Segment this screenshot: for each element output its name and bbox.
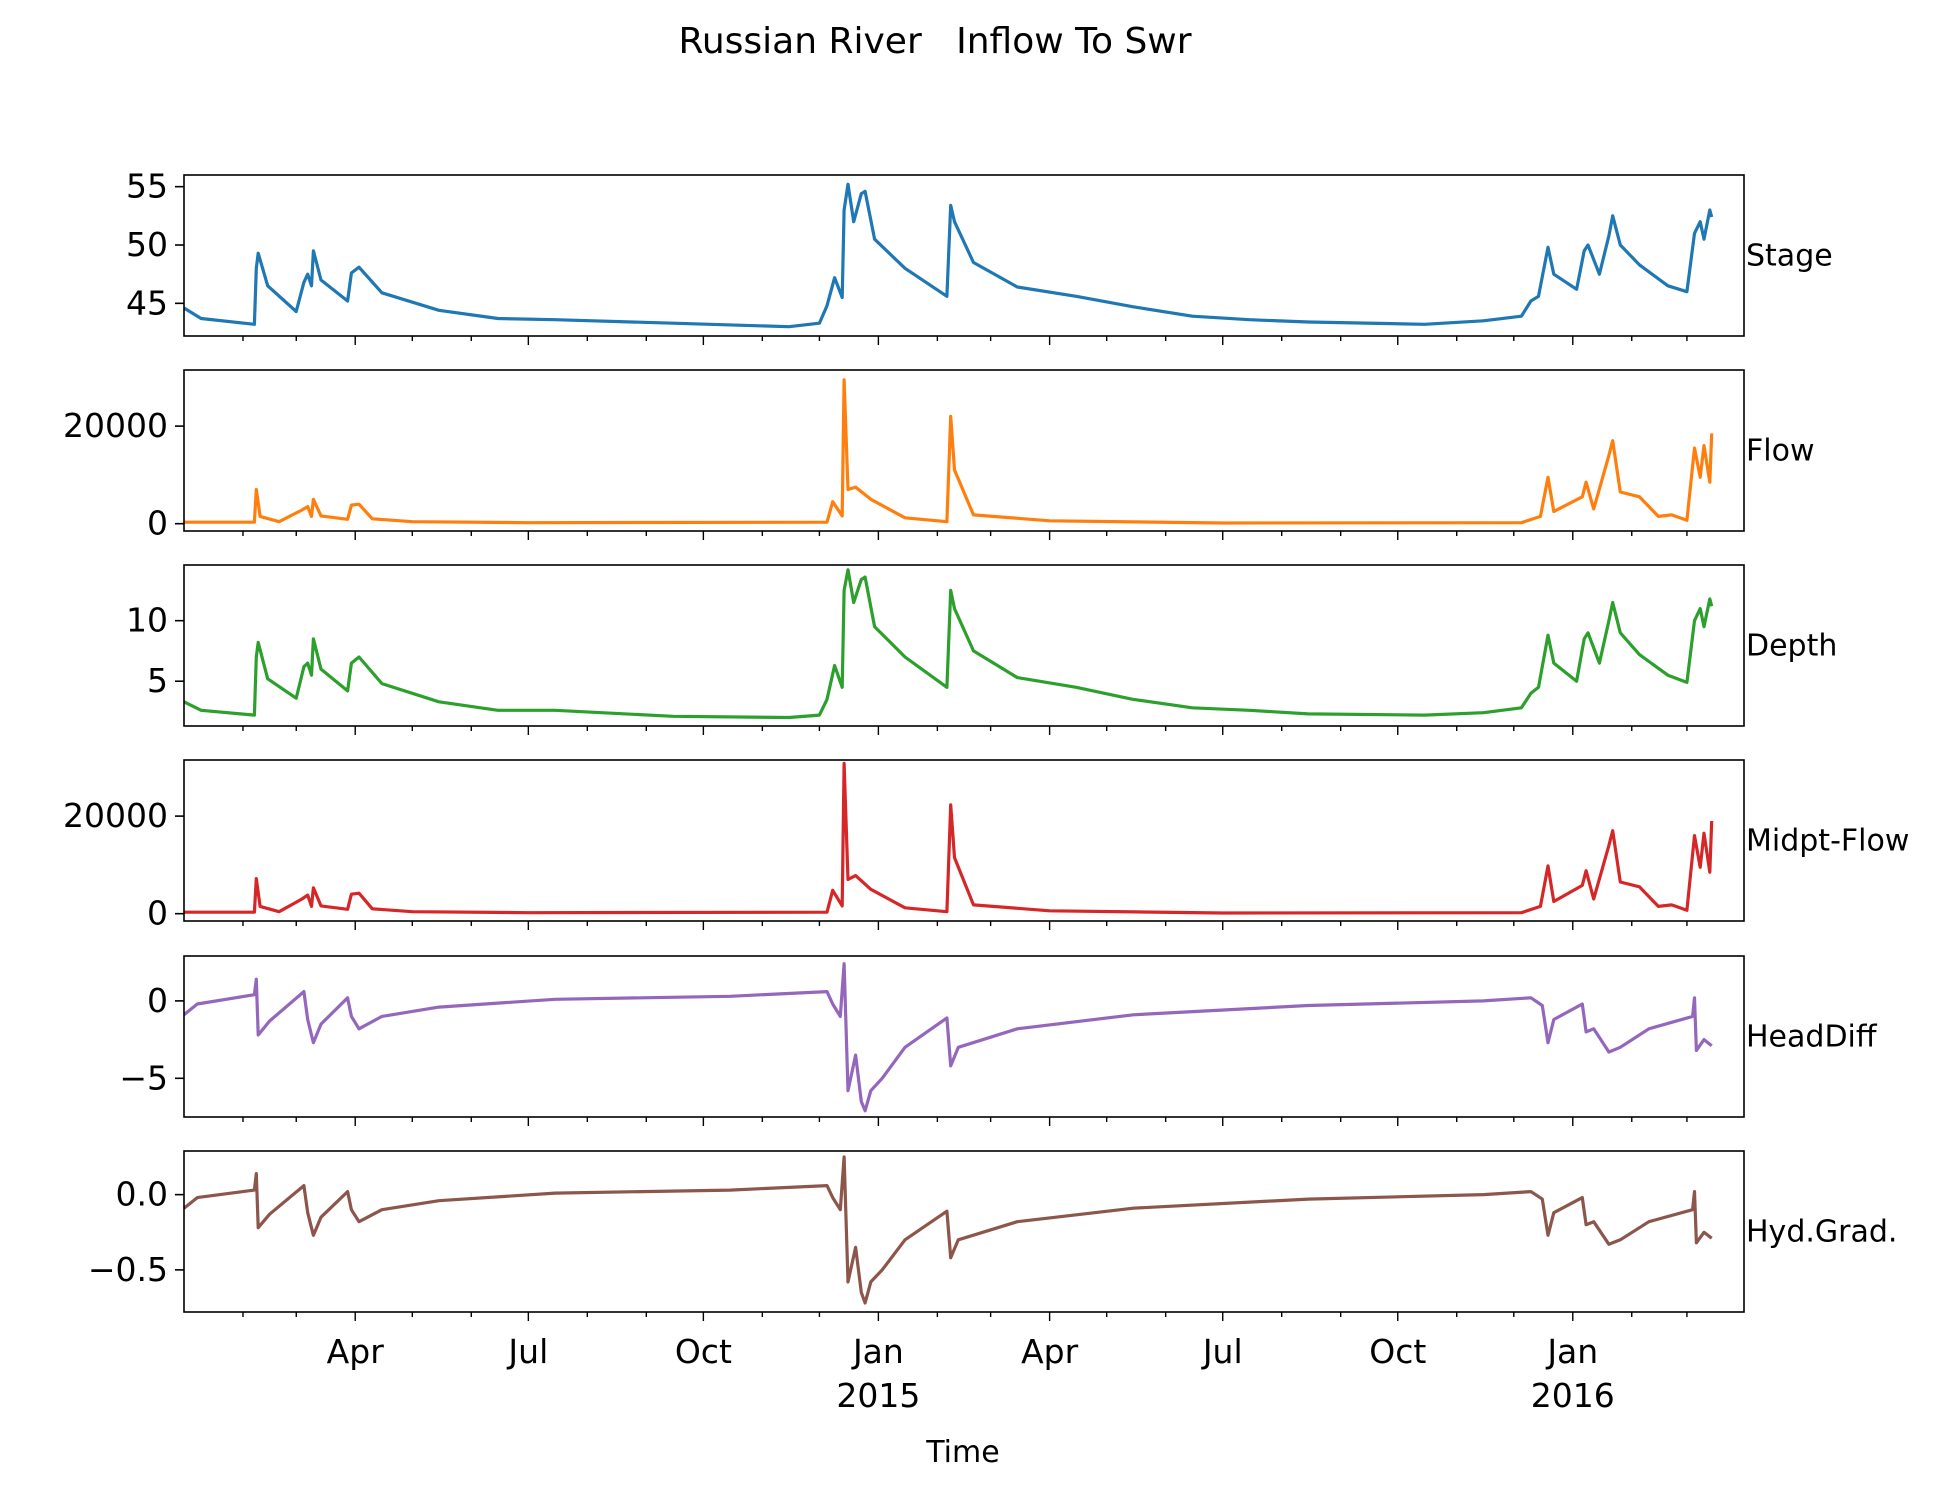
x-tick-label: Jul [1201, 1332, 1243, 1371]
series-line [184, 761, 1714, 915]
x-axis-label: Time [925, 1435, 999, 1470]
y-tick-label: −5 [119, 1058, 168, 1097]
y-tick-label: 0 [147, 894, 168, 933]
series-label: Depth [1746, 629, 1837, 664]
x-tick-year-label: 2016 [1531, 1376, 1615, 1415]
chart-title: Russian River Inflow To Swr [678, 21, 1191, 62]
x-tick-label: Jan [851, 1332, 904, 1371]
series-line [183, 1155, 1713, 1305]
series-line [182, 962, 1713, 1113]
subplot-3: 0 20000 Midpt-Flow [63, 759, 1909, 933]
axes-frame [183, 564, 1745, 727]
series-label: HeadDiff [1746, 1020, 1878, 1055]
subplot-1: 0 20000 Flow [63, 369, 1814, 543]
axes-frame [183, 369, 1745, 532]
series-label: Stage [1746, 239, 1833, 274]
series-label: Flow [1746, 434, 1814, 469]
y-tick-label: 20000 [63, 406, 168, 445]
x-tick-label: Apr [327, 1332, 385, 1371]
axes-frame [183, 174, 1745, 337]
series-label: Midpt-Flow [1746, 824, 1909, 859]
y-tick-label: 10 [126, 601, 168, 640]
y-tick-label: 0.0 [116, 1175, 168, 1214]
series-line [183, 182, 1714, 329]
axes-frame [183, 759, 1745, 922]
axes-frame [183, 1150, 1745, 1313]
y-tick-label: 50 [126, 225, 168, 264]
axes-frame [183, 955, 1745, 1118]
y-tick-label: 5 [147, 661, 168, 700]
x-tick-label: Oct [675, 1332, 732, 1371]
subplot-2: 5 10 Depth [126, 564, 1837, 735]
subplot-5: −0.5 0.0 Hyd.Grad. [88, 1150, 1897, 1321]
y-tick-label: 45 [126, 283, 168, 322]
x-tick-year-label: 2015 [836, 1376, 920, 1415]
x-tick-label: Jul [506, 1332, 548, 1371]
y-tick-label: 0 [147, 981, 168, 1020]
y-tick-label: 0 [147, 504, 168, 543]
shared-x-axis: Apr Jul Oct Jan 2015 Apr Jul Oct Jan 2016 [327, 1332, 1615, 1415]
y-tick-label: 20000 [63, 796, 168, 835]
y-tick-label: 55 [126, 167, 168, 206]
subplot-stack: 45 50 55 Stage 0 20000 Flow 5 10 Depth 0 20000 Midpt… [63, 167, 1909, 1321]
series-label: Hyd.Grad. [1746, 1215, 1897, 1250]
x-tick-label: Jan [1545, 1332, 1598, 1371]
x-tick-label: Oct [1369, 1332, 1426, 1371]
series-line [183, 568, 1714, 720]
subplot-0: 45 50 55 Stage [126, 167, 1833, 345]
subplot-4: −5 0 HeadDiff [119, 955, 1878, 1126]
series-line [184, 378, 1714, 525]
y-tick-label: −0.5 [88, 1250, 168, 1289]
x-tick-label: Apr [1021, 1332, 1079, 1371]
